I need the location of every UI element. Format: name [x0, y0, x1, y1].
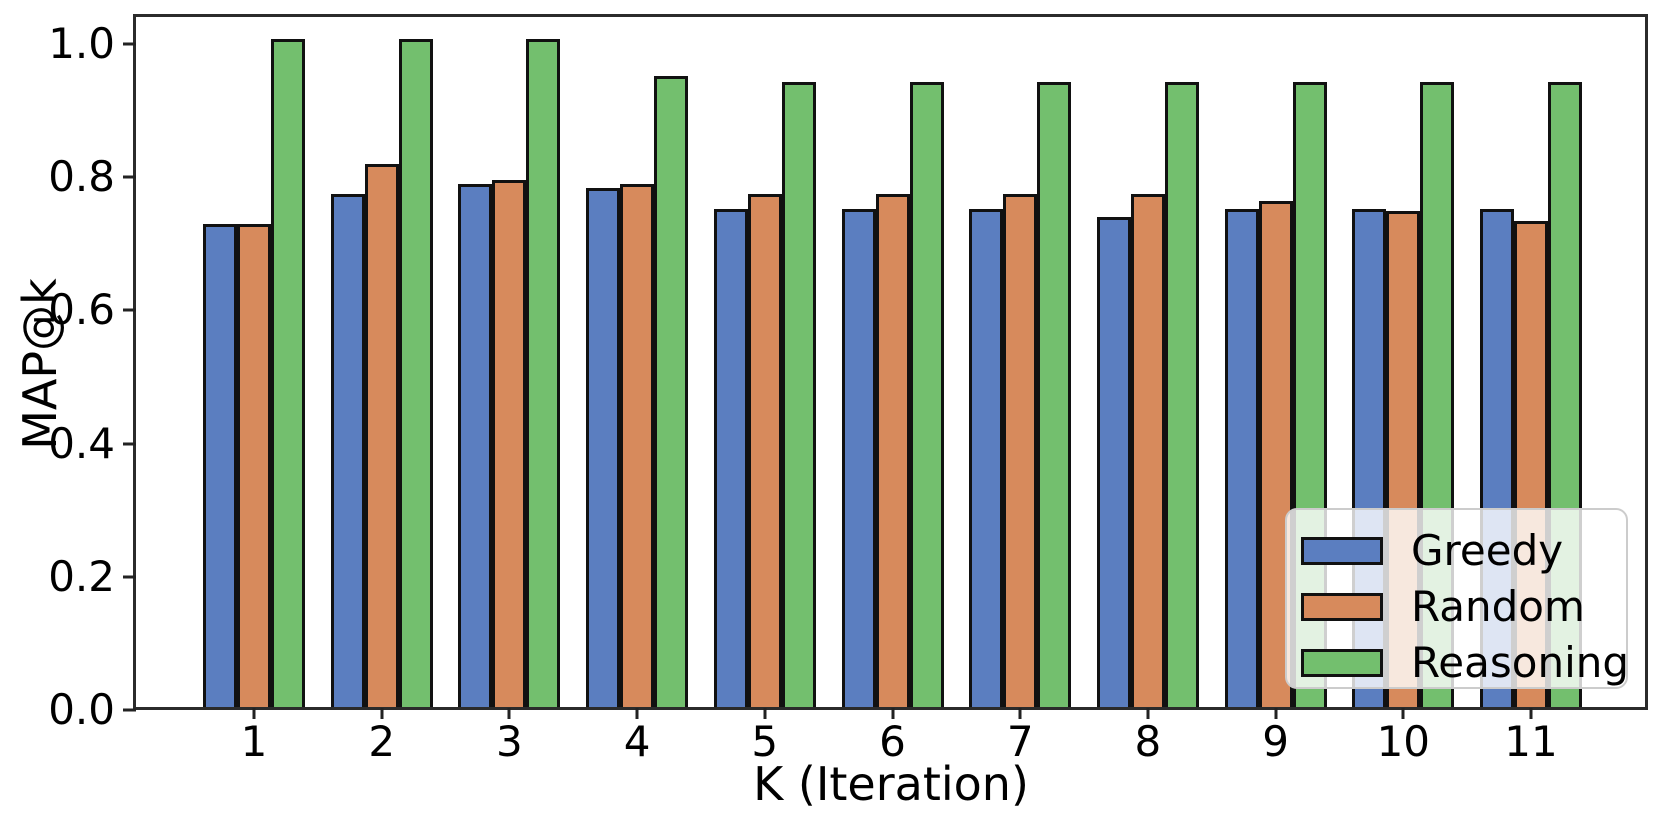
y-tick-label: 0.8 — [48, 152, 115, 202]
x-tick-label: 8 — [1134, 717, 1162, 766]
x-tick-label: 6 — [879, 717, 906, 766]
bar-random-k7 — [1003, 194, 1038, 707]
bar-random-k4 — [620, 184, 655, 707]
legend-label-random: Random — [1411, 582, 1585, 631]
x-tick-mark — [380, 708, 384, 719]
x-tick-mark — [507, 708, 511, 719]
x-tick-label: 3 — [496, 717, 523, 766]
legend-swatch-random — [1301, 593, 1383, 621]
bar-random-k1 — [237, 224, 271, 707]
bar-reasoning-k8 — [1164, 82, 1199, 707]
legend-swatch-reasoning — [1301, 649, 1383, 677]
legend-swatch-greedy — [1301, 537, 1383, 565]
bar-reasoning-k1 — [271, 39, 305, 707]
plot-area: 0.0 0.2 0.4 0.6 0.8 1.0 1 2 3 4 5 6 7 8 9 10 11 Greedy Ran… — [48, 14, 1648, 763]
bar-random-k3 — [492, 180, 527, 707]
legend-row-greedy: Greedy — [1301, 523, 1626, 579]
legend-row-random: Random — [1301, 579, 1626, 635]
x-tick-mark — [1401, 708, 1405, 719]
bar-reasoning-k3 — [526, 39, 561, 707]
y-tick-label: 0.4 — [48, 418, 115, 468]
bar-greedy-k3 — [458, 184, 493, 707]
x-tick-mark — [252, 708, 256, 719]
y-tick-mark — [123, 442, 136, 446]
y-tick-label: 1.0 — [48, 19, 115, 68]
bar-greedy-k7 — [969, 209, 1004, 707]
x-tick-mark — [891, 708, 894, 719]
x-tick-label: 7 — [1006, 717, 1034, 766]
bar-greedy-k4 — [586, 188, 621, 707]
bar-reasoning-k2 — [398, 39, 433, 707]
x-tick-label: 1 — [240, 717, 268, 766]
x-tick-label: 9 — [1262, 717, 1289, 766]
x-tick-label: 10 — [1376, 717, 1431, 766]
bar-greedy-k8 — [1096, 217, 1131, 707]
x-tick-mark — [1018, 708, 1022, 719]
x-tick-label: 2 — [368, 717, 396, 766]
y-tick-label: 0.6 — [48, 285, 115, 335]
x-tick-label: 5 — [751, 717, 779, 766]
bar-random-k8 — [1130, 194, 1165, 707]
x-axis-label: K (Iteration) — [753, 757, 1029, 811]
y-axis-label: MAP@k — [13, 278, 67, 450]
bar-reasoning-k5 — [781, 82, 816, 707]
bar-greedy-k1 — [203, 224, 237, 707]
x-tick-mark — [1529, 708, 1533, 719]
y-tick-label: 0.2 — [48, 551, 115, 601]
bar-random-k2 — [364, 164, 399, 707]
y-tick-mark — [123, 42, 136, 46]
bar-greedy-k2 — [330, 194, 365, 707]
y-tick-mark — [123, 575, 136, 579]
y-tick-mark — [123, 308, 136, 312]
bar-random-k6 — [875, 194, 910, 707]
y-tick-mark — [123, 708, 136, 712]
bar-greedy-k6 — [841, 209, 876, 707]
bar-greedy-k5 — [713, 209, 748, 707]
legend-label-reasoning: Reasoning — [1411, 638, 1630, 687]
x-tick-mark — [635, 708, 639, 719]
x-tick-mark — [763, 708, 767, 719]
legend-row-reasoning: Reasoning — [1301, 635, 1630, 691]
bar-reasoning-k6 — [909, 82, 944, 707]
x-tick-label: 11 — [1504, 717, 1558, 766]
bar-reasoning-k4 — [654, 76, 689, 707]
y-tick-mark — [123, 175, 136, 179]
bar-reasoning-k7 — [1037, 82, 1072, 707]
x-tick-mark — [1274, 708, 1278, 719]
legend-label-greedy: Greedy — [1411, 526, 1564, 575]
x-tick-mark — [1146, 708, 1150, 719]
bar-greedy-k9 — [1224, 209, 1259, 707]
y-tick-label: 0.0 — [48, 685, 115, 734]
bar-random-k5 — [747, 194, 782, 707]
legend: Greedy Random Reasoning — [1285, 508, 1630, 691]
x-tick-label: 4 — [623, 717, 651, 766]
